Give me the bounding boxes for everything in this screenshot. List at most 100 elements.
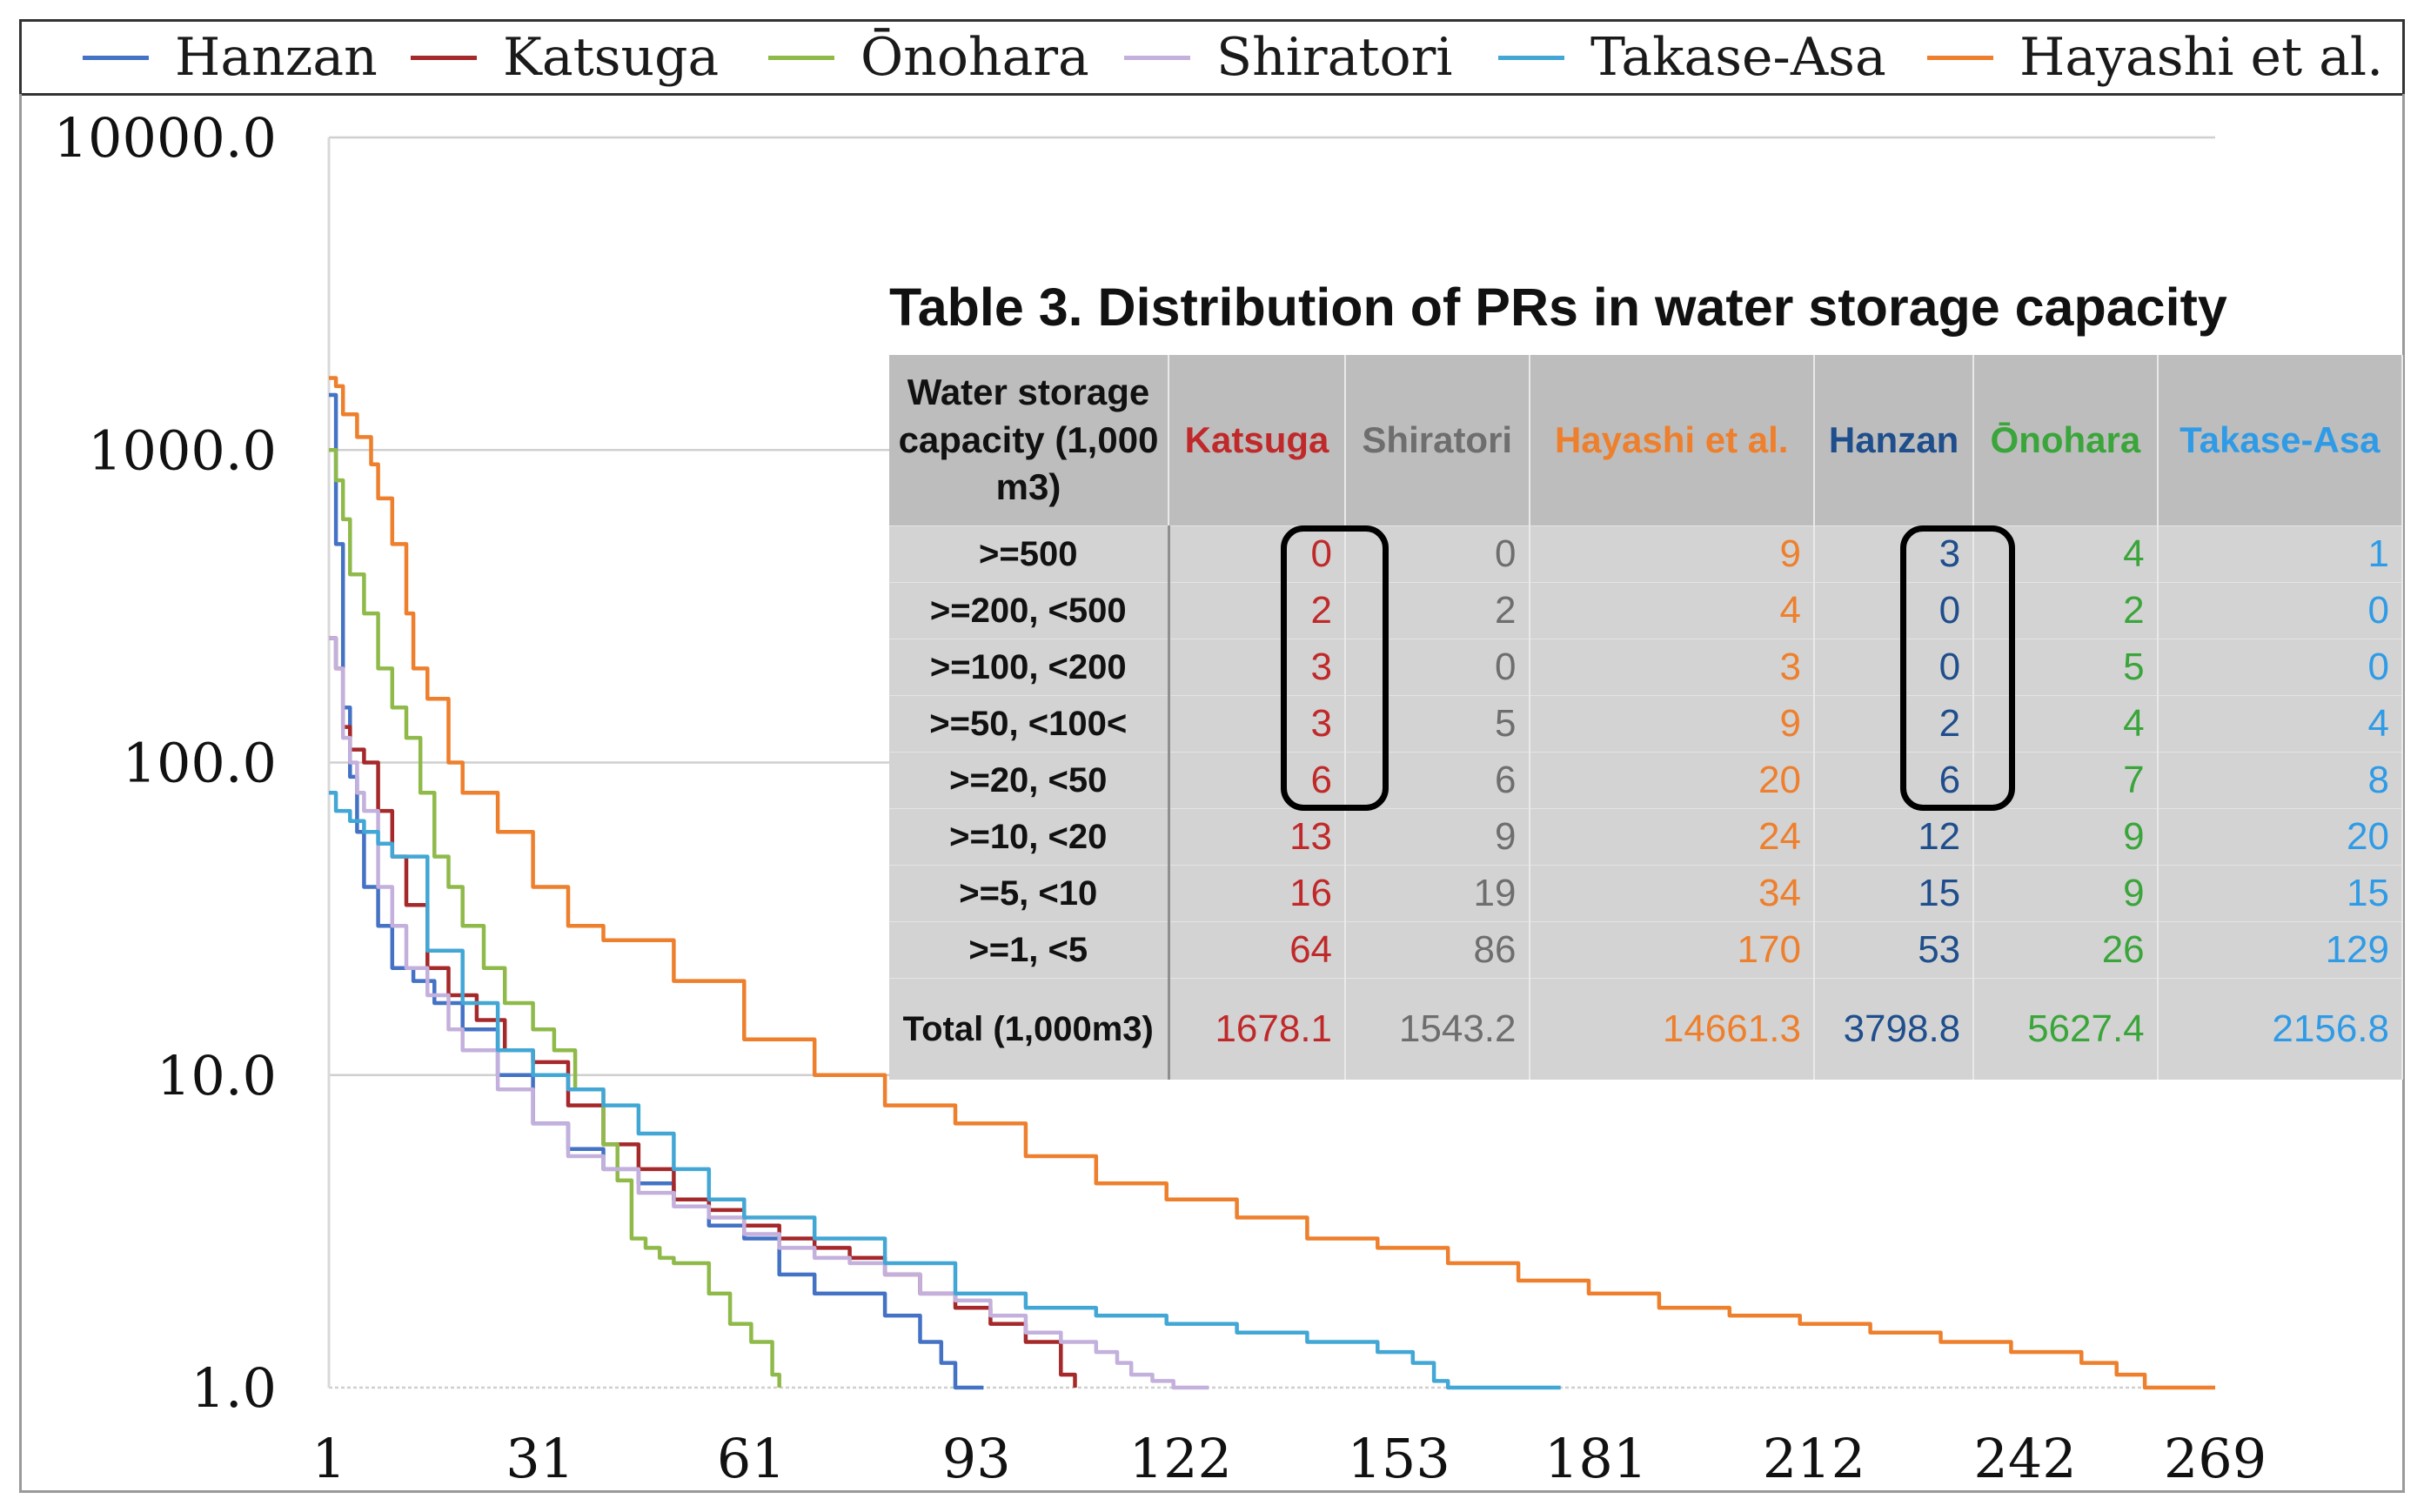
table-cell: 2 <box>1168 582 1347 639</box>
table-cell: 3 <box>1168 639 1347 696</box>
table-cell: 20 <box>1529 752 1815 809</box>
table-cell: 0 <box>1813 582 1975 639</box>
table-cell: 1 <box>2157 525 2404 583</box>
table-cell: 9 <box>1529 525 1815 583</box>
y-tick-label: 100.0 <box>123 732 278 795</box>
table-cell: 0 <box>1168 525 1347 583</box>
table-cell: 15 <box>2157 865 2404 922</box>
table-row: >=1, <5 64 86 170 53 26 129 <box>889 921 2404 979</box>
table-row: >=50, <100< 3 5 9 2 4 4 <box>889 695 2404 753</box>
table-row-label: >=10, <20 <box>889 808 1170 866</box>
x-tick-label: 242 <box>1973 1427 2076 1490</box>
legend-swatch <box>1124 55 1190 60</box>
table-header-cell: Hanzan <box>1813 355 1975 526</box>
table-cell: 4 <box>1529 582 1815 639</box>
legend-swatch <box>1927 55 1993 60</box>
table-cell: 5 <box>1973 639 2159 696</box>
table-cell: 53 <box>1813 921 1975 979</box>
highlight-bracket-katsuga <box>1281 525 1389 811</box>
series-lines <box>329 376 2215 1390</box>
table-cell: 19 <box>1345 865 1530 922</box>
legend-item: Shiratori <box>1124 22 1453 93</box>
table-row: >=10, <20 13 9 24 12 9 20 <box>889 808 2404 866</box>
table-header-cell: Katsuga <box>1168 355 1347 526</box>
table-row: >=100, <200 3 0 3 0 5 0 <box>889 639 2404 696</box>
table-cell: 3 <box>1813 525 1975 583</box>
legend-swatch <box>83 55 149 60</box>
y-tick-label: 1.0 <box>191 1356 277 1420</box>
legend-label: Hanzan <box>175 27 378 88</box>
y-tick-label: 1000.0 <box>88 418 277 482</box>
table-header-cell: Ōnohara <box>1973 355 2159 526</box>
table-cell: 34 <box>1529 865 1815 922</box>
table-cell: 129 <box>2157 921 2404 979</box>
legend-label: Ōnohara <box>860 27 1089 88</box>
table-cell: 16 <box>1168 865 1347 922</box>
table-row-label: >=5, <10 <box>889 865 1170 922</box>
table-header-capacity: Water storage capacity (1,000 m3) <box>889 355 1169 526</box>
x-tick-label: 269 <box>2164 1427 2267 1490</box>
table-cell: 13 <box>1168 808 1347 866</box>
x-tick-label: 153 <box>1347 1427 1450 1490</box>
table-row-label: Total (1,000m3) <box>889 978 1170 1080</box>
x-tick-label: 212 <box>1763 1427 1865 1490</box>
table-header-cell: Hayashi et al. <box>1529 355 1815 526</box>
table-cell: 170 <box>1529 921 1815 979</box>
table-cell: 3 <box>1529 639 1815 696</box>
table-cell: 6 <box>1168 752 1347 809</box>
series-line--nohara <box>329 448 781 1388</box>
table-title: Table 3. Distribution of PRs in water st… <box>889 278 2227 337</box>
table-cell: 5627.4 <box>1973 978 2159 1080</box>
legend-swatch <box>1498 55 1564 60</box>
table-cell: 0 <box>1813 639 1975 696</box>
table-cell: 15 <box>1813 865 1975 922</box>
table-cell: 2 <box>1345 582 1530 639</box>
table-row-label: >=1, <5 <box>889 921 1170 979</box>
table-cell: 9 <box>1345 808 1530 866</box>
table-cell: 5 <box>1345 695 1530 753</box>
table-cell: 86 <box>1345 921 1530 979</box>
table-cell: 1543.2 <box>1345 978 1530 1080</box>
y-tick-label: 10000.0 <box>54 106 277 170</box>
table-cell: 8 <box>2157 752 2404 809</box>
table-header-row: Water storage capacity (1,000 m3) Katsuga… <box>889 355 2404 526</box>
legend-item: Ōnohara <box>768 22 1089 93</box>
legend-item: Hanzan <box>83 22 378 93</box>
legend-label: Shiratori <box>1216 27 1453 88</box>
legend-swatch <box>411 55 477 60</box>
x-tick-label: 1 <box>311 1427 345 1490</box>
table-row: Total (1,000m3) 1678.1 1543.2 14661.3 3798.8… <box>889 978 2404 1080</box>
legend-item: Takase-Asa <box>1498 22 1886 93</box>
table-cell: 9 <box>1973 808 2159 866</box>
x-tick-label: 61 <box>717 1427 786 1490</box>
table-cell: 20 <box>2157 808 2404 866</box>
table-row-label: >=500 <box>889 525 1170 583</box>
table-cell: 9 <box>1529 695 1815 753</box>
table-cell: 4 <box>2157 695 2404 753</box>
figure-frame <box>19 94 2405 1493</box>
table-cell: 3798.8 <box>1813 978 1975 1080</box>
table-row-label: >=100, <200 <box>889 639 1170 696</box>
table-cell: 3 <box>1168 695 1347 753</box>
series-line-hayashi-et-al- <box>329 376 2215 1390</box>
table-row-label: >=50, <100< <box>889 695 1170 753</box>
table-header-cell: Shiratori <box>1345 355 1530 526</box>
table-cell: 64 <box>1168 921 1347 979</box>
table-cell: 14661.3 <box>1529 978 1815 1080</box>
table-cell: 2156.8 <box>2157 978 2404 1080</box>
legend-label: Takase-Asa <box>1590 27 1886 88</box>
table-cell: 0 <box>2157 582 2404 639</box>
table-cell: 0 <box>1345 639 1530 696</box>
x-tick-label: 181 <box>1544 1427 1647 1490</box>
legend-label: Hayashi et al. <box>2019 27 2384 88</box>
table-cell: 12 <box>1813 808 1975 866</box>
table-cell: 0 <box>2157 639 2404 696</box>
table-cell: 2 <box>1973 582 2159 639</box>
x-tick-label: 31 <box>506 1427 574 1490</box>
legend-label: Katsuga <box>503 27 720 88</box>
legend-item: Hayashi et al. <box>1927 22 2383 93</box>
table-cell: 4 <box>1973 695 2159 753</box>
legend-swatch <box>768 55 834 60</box>
